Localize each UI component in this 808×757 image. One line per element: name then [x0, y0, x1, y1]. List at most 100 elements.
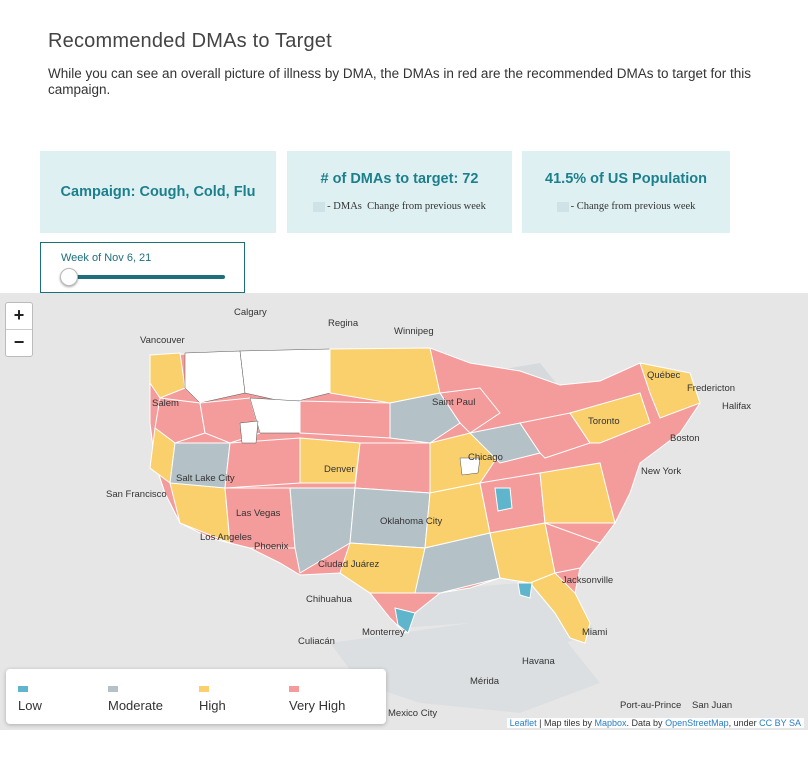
osm-link[interactable]: OpenStreetMap: [665, 718, 729, 728]
city-label: Monterrey: [362, 627, 405, 638]
legend-swatch: [199, 686, 209, 692]
map-attribution: Leaflet | Map tiles by Mapbox. Data by O…: [506, 718, 804, 728]
dma-region[interactable]: [224, 437, 301, 489]
page-title: Recommended DMAs to Target: [48, 30, 332, 52]
city-label: Calgary: [234, 307, 267, 318]
city-label: Port-au-Prince: [620, 700, 682, 711]
dma-region[interactable]: [239, 348, 331, 404]
legend-label: Low: [18, 698, 42, 713]
dma-region[interactable]: [494, 487, 513, 512]
legend-item-very-high: Very High: [289, 686, 345, 713]
city-label: Halifax: [722, 401, 752, 412]
dma-region[interactable]: [479, 472, 546, 534]
legend-swatch: [289, 686, 299, 692]
dma-region[interactable]: [394, 607, 416, 634]
city-label: Miami: [582, 627, 608, 638]
population-change-label: Change from previous week: [576, 201, 696, 212]
dma-region[interactable]: [149, 352, 186, 399]
dma-region[interactable]: [529, 572, 591, 644]
city-label: Oklahoma City: [380, 516, 443, 527]
attribution-text: | Map tiles by: [536, 718, 595, 728]
dma-region[interactable]: [299, 400, 391, 439]
license-link[interactable]: CC BY SA: [759, 718, 801, 728]
zoom-in-button[interactable]: +: [6, 303, 32, 330]
city-label: Chicago: [468, 452, 503, 463]
dma-change-label: Change from previous week: [367, 201, 486, 212]
dma-region[interactable]: [569, 392, 651, 444]
dma-region[interactable]: [239, 420, 259, 444]
dma-region[interactable]: [184, 350, 246, 404]
city-label: Winnipeg: [394, 326, 434, 337]
map-canvas[interactable]: [0, 293, 808, 730]
city-label: Fredericton: [687, 383, 736, 394]
population-change-row: - Change from previous week: [522, 201, 730, 212]
zoom-out-button[interactable]: −: [13, 332, 25, 352]
city-label: Toronto: [588, 416, 620, 427]
city-label: Jacksonville: [562, 575, 614, 586]
legend-label: Moderate: [108, 698, 163, 713]
dma-region[interactable]: [329, 347, 441, 404]
city-label: Mérida: [470, 676, 500, 687]
city-label: Salem: [152, 398, 179, 409]
city-label: Denver: [324, 464, 355, 475]
campaign-label: Campaign: Cough, Cold, Flu: [60, 184, 256, 200]
dma-region[interactable]: [459, 457, 481, 476]
city-label: New York: [641, 466, 682, 477]
dma-region[interactable]: [224, 487, 296, 549]
dma-change-row: - DMAs Change from previous week: [287, 201, 512, 212]
week-slider-handle[interactable]: [60, 268, 78, 286]
dma-region[interactable]: [154, 397, 206, 444]
dma-region[interactable]: [354, 442, 431, 494]
week-label: Week of Nov 6, 21: [61, 252, 152, 264]
city-label: Regina: [328, 318, 359, 329]
city-label: Havana: [522, 656, 555, 667]
zoom-controls: + −: [5, 302, 33, 357]
city-label: Las Vegas: [236, 508, 281, 519]
week-slider-track[interactable]: [67, 275, 225, 279]
population-kpi: 41.5% of US Population: [545, 171, 707, 187]
dma-change-value: - DMAs: [327, 201, 362, 212]
mapbox-link[interactable]: Mapbox: [594, 718, 627, 728]
city-label: Culiacán: [298, 636, 335, 647]
dma-region[interactable]: [539, 462, 616, 524]
page-subtitle: While you can see an overall picture of …: [48, 66, 752, 97]
city-label: Salt Lake City: [176, 473, 235, 484]
attribution-text: , under: [728, 718, 760, 728]
legend-item-high: High: [199, 686, 226, 713]
city-label: Chihuahua: [306, 594, 352, 605]
legend-swatch: [108, 686, 118, 692]
dma-map[interactable]: [0, 293, 808, 730]
leaflet-link[interactable]: Leaflet: [509, 718, 537, 728]
city-label: Vancouver: [140, 335, 185, 346]
dma-region[interactable]: [489, 522, 556, 584]
population-card: 41.5% of US Population - Change from pre…: [522, 151, 730, 233]
dma-region[interactable]: [414, 532, 501, 594]
gulf-of-mexico: [330, 623, 600, 713]
dma-region[interactable]: [289, 487, 356, 574]
dma-count-kpi: # of DMAs to target: 72: [320, 171, 479, 187]
dma-region[interactable]: [339, 542, 426, 594]
dma-region[interactable]: [517, 582, 533, 599]
dma-region[interactable]: [544, 522, 601, 574]
city-label: Saint Paul: [432, 397, 476, 408]
legend-swatch: [18, 686, 28, 692]
map-legend: Low Moderate High Very High: [6, 669, 386, 724]
dma-region[interactable]: [519, 412, 591, 459]
city-label: San Francisco: [106, 489, 167, 500]
dma-region[interactable]: [439, 387, 501, 434]
population-change-value: -: [570, 201, 575, 212]
dma-region[interactable]: [389, 392, 461, 444]
dma-count-card: # of DMAs to target: 72 - DMAs Change fr…: [287, 151, 512, 233]
city-label: Mexico City: [388, 708, 438, 719]
change-indicator-icon: [556, 201, 569, 212]
dma-region[interactable]: [299, 437, 361, 484]
legend-item-low: Low: [18, 686, 42, 713]
city-label: Québec: [647, 370, 681, 381]
city-label: Ciudad Juárez: [318, 559, 380, 570]
legend-label: High: [199, 698, 226, 713]
attribution-text: . Data by: [626, 718, 666, 728]
dma-region[interactable]: [639, 362, 701, 419]
week-slider-panel: Week of Nov 6, 21: [40, 242, 245, 293]
legend-label: Very High: [289, 698, 346, 713]
city-label: Phoenix: [254, 541, 289, 552]
